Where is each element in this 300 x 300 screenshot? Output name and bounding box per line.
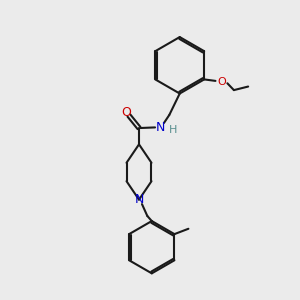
Text: N: N — [156, 121, 165, 134]
Text: H: H — [169, 125, 177, 135]
Text: O: O — [122, 106, 131, 119]
Text: O: O — [217, 77, 226, 87]
Text: N: N — [134, 193, 144, 206]
